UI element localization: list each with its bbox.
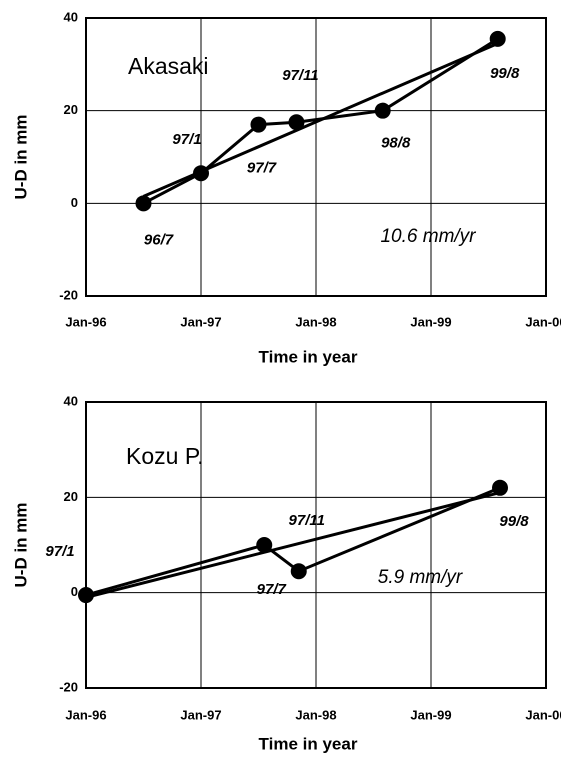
data-point <box>489 30 506 47</box>
y-tick-label: 0 <box>71 195 78 210</box>
x-tick-label: Jan-99 <box>410 314 451 329</box>
data-point <box>250 116 267 133</box>
x-tick-label: Jan-00 <box>525 314 561 329</box>
data-point <box>135 195 152 212</box>
x-tick-label: Jan-97 <box>180 707 221 722</box>
data-point <box>288 114 305 131</box>
plot-frame <box>85 17 547 297</box>
data-point <box>256 537 273 553</box>
chart-title: Akasaki <box>128 53 209 79</box>
x-tick-label: Jan-00 <box>525 707 561 722</box>
y-tick-label: 40 <box>64 393 78 408</box>
y-tick-label: 40 <box>64 9 78 24</box>
x-tick-label: Jan-96 <box>65 314 106 329</box>
x-axis-label: Time in year <box>259 734 358 753</box>
x-tick-label: Jan-97 <box>180 314 221 329</box>
data-point <box>78 587 94 604</box>
data-point <box>193 165 209 182</box>
point-label: 96/7 <box>144 231 174 248</box>
y-axis-label: U-D in mm <box>11 115 30 200</box>
y-tick-label: 20 <box>64 489 78 504</box>
annotation: 5.9 mm/yr <box>378 567 463 588</box>
point-label: 99/8 <box>490 65 520 82</box>
x-tick-label: Jan-98 <box>295 707 336 722</box>
x-tick-label: Jan-96 <box>65 707 106 722</box>
data-point <box>290 563 307 580</box>
point-label: 97/7 <box>257 581 287 598</box>
annotation: 10.6 mm/yr <box>380 226 476 247</box>
y-axis-label: U-D in mm <box>11 503 30 588</box>
data-point <box>374 102 391 119</box>
point-label: 99/8 <box>499 513 529 530</box>
y-tick-label: -20 <box>59 287 78 302</box>
data-point <box>492 479 508 496</box>
data-line <box>142 37 499 205</box>
point-label: 97/1 <box>172 131 201 148</box>
y-tick-label: 20 <box>64 102 78 117</box>
chart-title: Kozu P. <box>126 443 204 469</box>
trend-line <box>85 491 501 599</box>
point-label: 97/7 <box>247 160 277 177</box>
y-tick-label: 0 <box>71 584 78 599</box>
data-line <box>85 486 501 597</box>
x-axis-label: Time in year <box>259 347 358 366</box>
point-label: 97/11 <box>289 512 325 529</box>
point-label: 98/8 <box>381 135 411 152</box>
x-tick-label: Jan-99 <box>410 707 451 722</box>
point-label: 97/11 <box>282 67 318 84</box>
x-tick-label: Jan-98 <box>295 314 336 329</box>
plot-frame <box>85 401 547 689</box>
point-label: 97/1 <box>45 543 74 560</box>
y-tick-label: -20 <box>59 679 78 694</box>
